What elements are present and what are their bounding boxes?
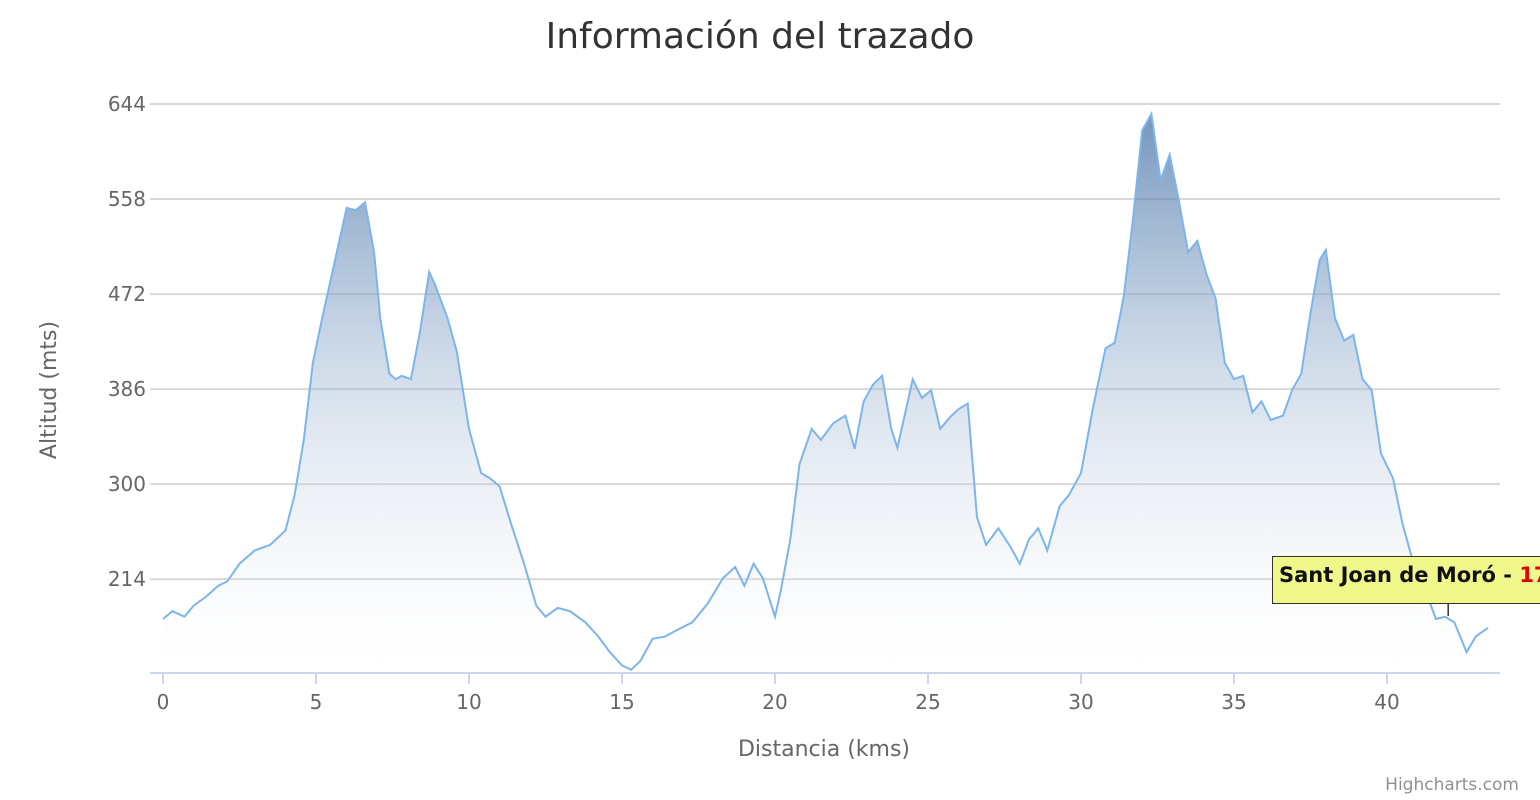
x-tick-label: 5 [310, 690, 323, 714]
tooltip-label: Sant Joan de Moró - [1279, 563, 1520, 587]
elevation-area [163, 113, 1488, 672]
chart-title: Información del trazado [546, 16, 975, 57]
x-tick-label: 15 [609, 690, 634, 714]
y-axis: 644 558 472 386 300 214 [108, 92, 146, 591]
x-axis: 0 5 10 15 20 25 30 35 40 [150, 672, 1500, 714]
x-tick-label: 0 [157, 690, 170, 714]
credits-link[interactable]: Highcharts.com [1385, 775, 1519, 795]
x-tick-label: 35 [1221, 690, 1246, 714]
y-tick-label: 386 [108, 377, 146, 401]
y-axis-title: Altitud (mts) [37, 321, 62, 459]
y-tick-label: 472 [108, 282, 146, 306]
x-tick-label: 30 [1068, 690, 1093, 714]
x-tick-label: 10 [456, 690, 481, 714]
tooltip: Sant Joan de Moró - 17 [1272, 556, 1540, 604]
x-tick-label: 40 [1374, 690, 1399, 714]
tooltip-value: 17 [1519, 563, 1540, 587]
y-tick-label: 558 [108, 187, 146, 211]
plot-area [162, 110, 1489, 672]
y-tick-label: 300 [108, 472, 146, 496]
x-tick-label: 25 [915, 690, 940, 714]
y-tick-label: 644 [108, 92, 146, 116]
elevation-line[interactable] [162, 110, 1489, 672]
x-axis-title: Distancia (kms) [738, 737, 910, 762]
x-tick-label: 20 [762, 690, 787, 714]
y-tick-label: 214 [108, 567, 146, 591]
